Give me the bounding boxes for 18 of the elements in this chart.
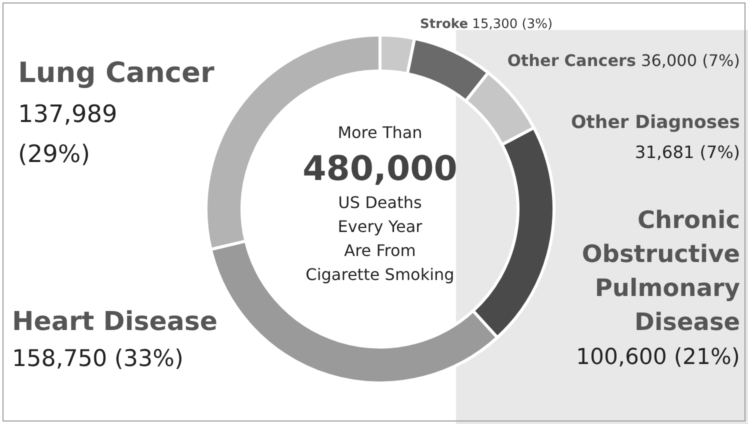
data-label: 100,600 (21%) bbox=[576, 345, 740, 370]
slice-label: Heart Disease bbox=[12, 307, 218, 337]
text: More Than bbox=[338, 123, 422, 142]
text: US Deaths bbox=[338, 193, 422, 212]
data-label: 36,000 (7%) bbox=[636, 51, 740, 70]
text: 480,000 bbox=[302, 149, 458, 189]
slice-label: Stroke bbox=[420, 17, 468, 32]
text: Cigarette Smoking bbox=[306, 265, 454, 284]
slice-label: Other Cancers bbox=[507, 51, 636, 70]
slice-label: Lung Cancer bbox=[18, 56, 214, 89]
data-label: 31,681 (7%) bbox=[634, 143, 740, 163]
data-label: 158,750 (33%) bbox=[12, 346, 184, 372]
text: Are From bbox=[344, 241, 416, 260]
data-label: 15,300 (3%) bbox=[468, 17, 553, 32]
data-label: 137,989 (29%) bbox=[18, 100, 118, 168]
slice-label: Chronic Obstructive Pulmonary Disease bbox=[582, 206, 740, 336]
slice-label: Other Diagnoses bbox=[570, 112, 740, 133]
text: Every Year bbox=[338, 217, 423, 236]
